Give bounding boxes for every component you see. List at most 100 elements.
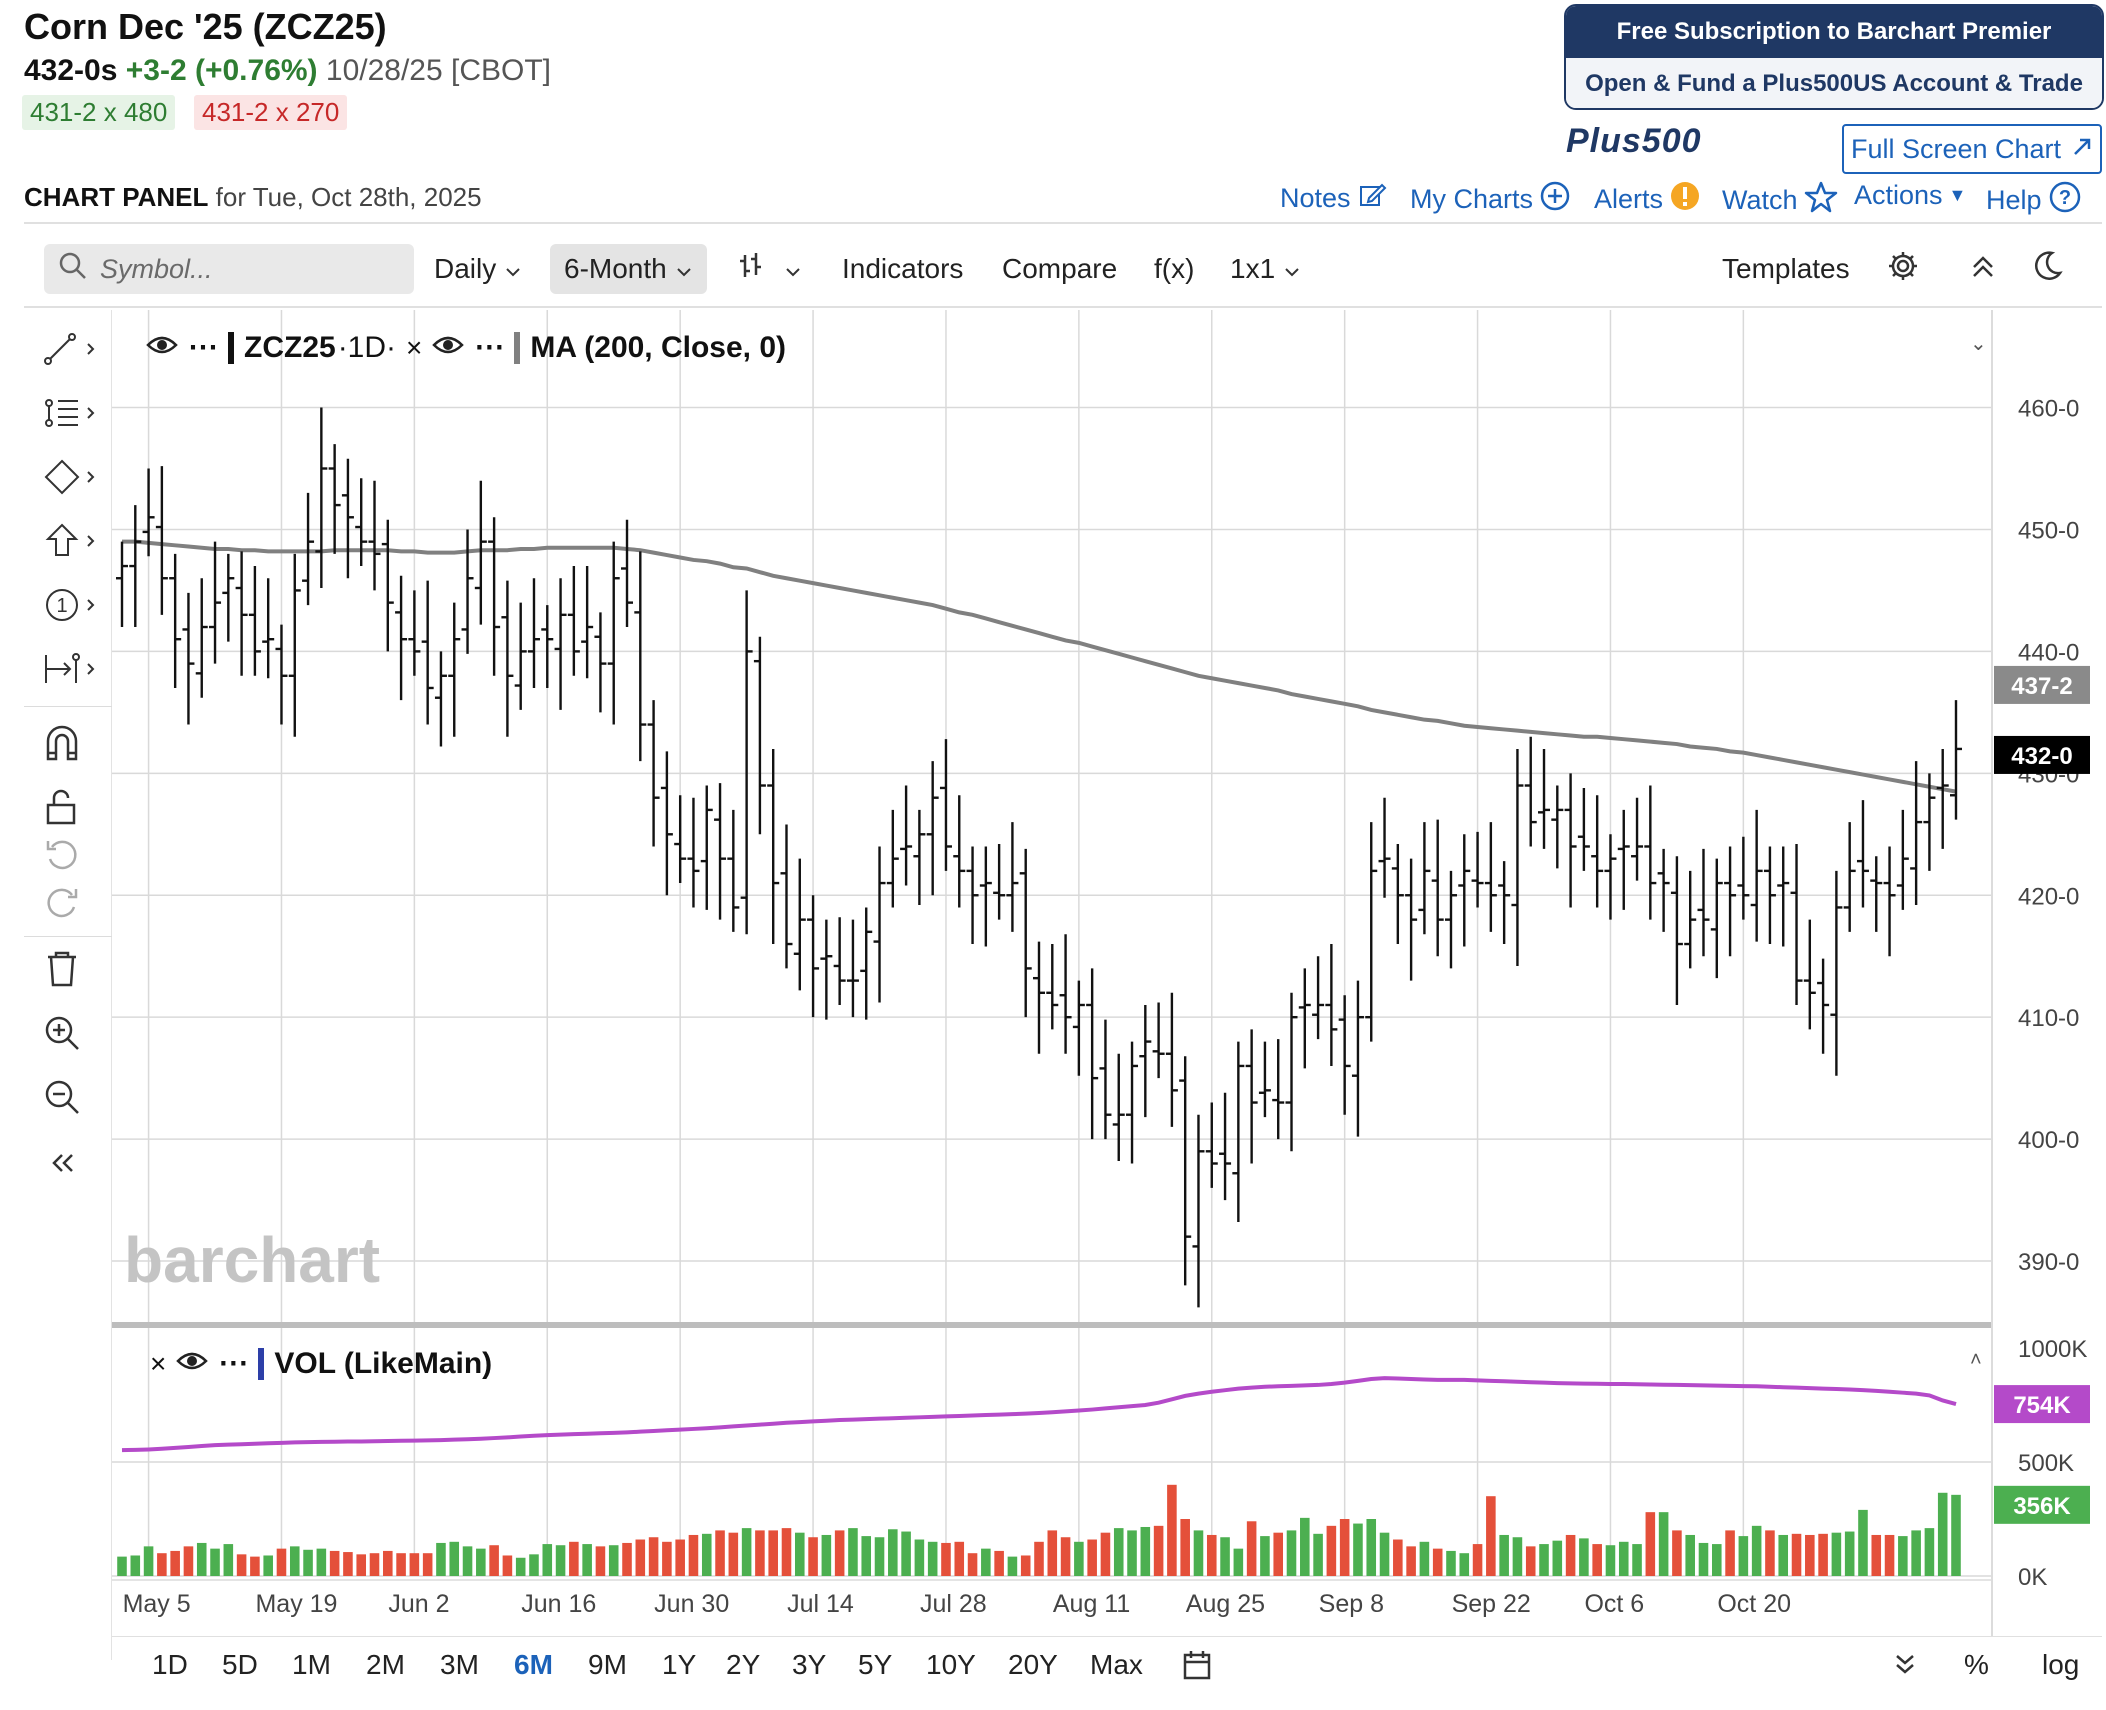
symbol-search-input[interactable]: Symbol...	[44, 244, 414, 294]
ohlc-bar	[1391, 844, 1404, 945]
eye-icon[interactable]	[432, 331, 465, 365]
volume-bar	[821, 1534, 832, 1576]
marker-tool[interactable]: 1	[42, 582, 100, 628]
interval-dropdown[interactable]: Daily	[434, 244, 522, 294]
volume-axis[interactable]: 0K 500K 1000K	[2018, 1336, 2087, 1591]
ohlc-bar	[275, 624, 288, 725]
volume-bar	[196, 1542, 207, 1576]
log-scale-toggle[interactable]: log	[2042, 1649, 2080, 1680]
help-link[interactable]: Help ?	[1986, 180, 2082, 221]
period-3m[interactable]: 3M	[440, 1649, 479, 1680]
magnet-tool[interactable]	[42, 720, 100, 766]
watch-link[interactable]: Watch	[1722, 180, 1838, 221]
ohlc-bar	[116, 541, 128, 628]
close-icon[interactable]: ×	[150, 1347, 167, 1379]
more-icon[interactable]: ⋯	[218, 1347, 249, 1380]
period-6m[interactable]: 6M	[514, 1649, 553, 1680]
alerts-link[interactable]: Alerts	[1594, 180, 1701, 219]
promo-box[interactable]: Free Subscription to Barchart Premier Op…	[1564, 4, 2104, 110]
price-chart[interactable]: barchart 390-0400-0410-0420-0430-0440-04…	[112, 310, 2106, 1636]
period-1d[interactable]: 1D	[152, 1649, 188, 1680]
promo-premier-link[interactable]: Free Subscription to Barchart Premier	[1566, 6, 2102, 58]
star-icon	[1804, 180, 1838, 221]
templates-button[interactable]: Templates	[1722, 253, 1850, 284]
volume-bar	[662, 1541, 672, 1576]
function-button[interactable]: f(x)	[1154, 253, 1195, 284]
delete-drawings-button[interactable]	[42, 946, 100, 992]
lock-tool[interactable]	[42, 784, 100, 830]
price-tick-label: 400-0	[2018, 1127, 2079, 1154]
scroll-to-end-button[interactable]	[1892, 1649, 1918, 1686]
ohlc-bar	[1219, 1092, 1232, 1201]
arrow-tool[interactable]	[42, 518, 100, 564]
period-1m[interactable]: 1M	[292, 1649, 331, 1680]
ohlc-bar	[448, 602, 461, 737]
my-charts-link[interactable]: My Charts	[1410, 180, 1571, 219]
numbered-marker-icon: 1	[46, 589, 95, 621]
ohlc-bar	[581, 566, 594, 679]
volume-bar	[1220, 1537, 1230, 1576]
date-axis[interactable]: May 5 May 19 Jun 2 Jun 16 Jun 30 Jul 14 Jul 28…	[112, 1579, 1992, 1618]
more-icon[interactable]: ⋯	[474, 331, 505, 364]
volume-bar	[1047, 1530, 1058, 1576]
volume-bar	[1539, 1544, 1549, 1576]
fibonacci-tool[interactable]	[42, 390, 100, 436]
date-tick-label: Sep 8	[1319, 1590, 1384, 1618]
calendar-button[interactable]	[1182, 1649, 1212, 1688]
ohlc-bar	[514, 602, 527, 710]
ohlc-bar	[155, 466, 168, 615]
pane-expand-icon[interactable]: ˄	[1970, 1349, 1982, 1371]
range-dropdown[interactable]: 6-Month	[550, 244, 707, 294]
period-5d[interactable]: 5D	[222, 1649, 258, 1680]
zoom-out-button[interactable]	[42, 1074, 100, 1120]
period-10y[interactable]: 10Y	[926, 1649, 976, 1680]
promo-plus500-link[interactable]: Open & Fund a Plus500US Account & Trade	[1566, 58, 2102, 108]
ohlc-bar	[1870, 856, 1883, 932]
measure-tool[interactable]	[42, 646, 100, 692]
redo-button[interactable]	[42, 880, 100, 926]
percent-scale-toggle[interactable]: %	[1964, 1649, 1989, 1680]
collapse-sidebar-button[interactable]	[42, 1140, 100, 1186]
layout-dropdown[interactable]: 1x1	[1230, 244, 1301, 294]
period-20y[interactable]: 20Y	[1008, 1649, 1058, 1680]
price-tick-label: 450-0	[2018, 517, 2079, 544]
period-2m[interactable]: 2M	[366, 1649, 405, 1680]
compare-button[interactable]: Compare	[1002, 253, 1118, 284]
ohlc-bar	[501, 580, 514, 737]
close-icon[interactable]: ×	[406, 331, 423, 363]
undo-button[interactable]	[42, 832, 100, 878]
notes-link[interactable]: Notes	[1280, 180, 1387, 217]
ohlc-bar	[302, 492, 315, 606]
dark-mode-toggle[interactable]	[2030, 244, 2064, 294]
more-icon[interactable]: ⋯	[188, 331, 218, 364]
plus500-logo[interactable]: Plus500	[1566, 122, 1702, 160]
pane-collapse-icon[interactable]: ⌄	[1970, 333, 1987, 355]
chart-type-dropdown[interactable]	[736, 244, 802, 294]
zoom-in-button[interactable]	[42, 1010, 100, 1056]
eye-icon[interactable]	[176, 1347, 209, 1381]
volume-bar	[236, 1554, 247, 1576]
period-1y[interactable]: 1Y	[662, 1649, 697, 1680]
trendline-tool[interactable]	[42, 326, 100, 372]
pane-separator[interactable]	[112, 1322, 1992, 1328]
eye-icon[interactable]	[146, 331, 178, 365]
volume-bar	[1233, 1548, 1244, 1576]
period-max[interactable]: Max	[1090, 1649, 1143, 1680]
period-2y[interactable]: 2Y	[726, 1649, 761, 1680]
period-3y[interactable]: 3Y	[792, 1649, 827, 1680]
collapse-header-button[interactable]	[1968, 244, 1998, 294]
help-label: Help	[1986, 185, 2042, 215]
settings-button[interactable]	[1886, 244, 1920, 294]
ohlc-bar	[1817, 958, 1830, 1054]
period-9m[interactable]: 9M	[588, 1649, 627, 1680]
indicators-button[interactable]: Indicators	[842, 253, 964, 284]
actions-menu[interactable]: Actions ▼	[1854, 180, 1966, 211]
search-placeholder: Symbol...	[100, 253, 213, 284]
ohlc-bar	[209, 541, 222, 664]
price-tick-label: 420-0	[2018, 883, 2079, 910]
period-5y[interactable]: 5Y	[858, 1649, 893, 1680]
full-screen-chart-button[interactable]: Full Screen Chart	[1842, 124, 2102, 174]
shape-tool[interactable]	[42, 454, 100, 500]
ohlc-bar	[767, 748, 780, 945]
